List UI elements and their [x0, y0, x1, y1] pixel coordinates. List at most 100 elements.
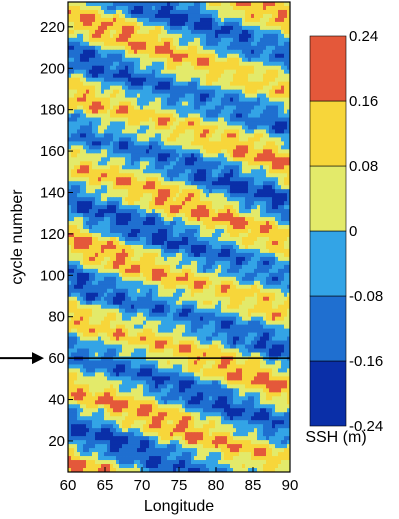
- heatmap-cell: [80, 25, 84, 31]
- heatmap-cell: [143, 217, 147, 222]
- heatmap-cell: [113, 165, 117, 170]
- heatmap-cell: [80, 17, 84, 23]
- heatmap-cell: [185, 125, 189, 130]
- heatmap-cell: [68, 117, 72, 122]
- heatmap-cell: [266, 77, 270, 83]
- heatmap-cell: [269, 161, 273, 166]
- heatmap-cell: [77, 5, 81, 11]
- heatmap-cell: [191, 244, 195, 250]
- heatmap-cell: [221, 53, 225, 59]
- heatmap-cell: [95, 9, 99, 15]
- heatmap-cell: [119, 29, 123, 35]
- heatmap-cell: [212, 244, 216, 250]
- heatmap-cell: [128, 25, 132, 31]
- heatmap-cell: [197, 77, 201, 83]
- heatmap-cell: [107, 229, 111, 234]
- heatmap-cell: [242, 89, 246, 95]
- heatmap-cell: [287, 244, 290, 250]
- heatmap-cell: [251, 165, 255, 170]
- heatmap-cell: [110, 145, 114, 150]
- heatmap-cell: [212, 260, 216, 266]
- heatmap-cell: [278, 65, 282, 71]
- heatmap-cell: [275, 248, 279, 254]
- heatmap-cell: [278, 125, 282, 130]
- heatmap-cell: [179, 225, 183, 230]
- heatmap-cell: [83, 21, 87, 27]
- heatmap-cell: [254, 141, 258, 146]
- heatmap-cell: [278, 113, 282, 118]
- heatmap-cell: [137, 41, 141, 47]
- heatmap-cell: [212, 121, 216, 126]
- heatmap-cell: [71, 137, 75, 142]
- heatmap-cell: [266, 256, 270, 262]
- heatmap-cell: [206, 209, 210, 214]
- heatmap-cell: [101, 137, 105, 142]
- heatmap-cell: [95, 240, 99, 246]
- heatmap-cell: [254, 73, 258, 79]
- heatmap-cell: [116, 2, 120, 7]
- heatmap-cell: [176, 137, 180, 142]
- heatmap-cell: [284, 137, 288, 142]
- heatmap-cell: [167, 61, 171, 67]
- heatmap-cell: [131, 221, 135, 226]
- heatmap-cell: [245, 61, 249, 67]
- heatmap-cell: [242, 149, 246, 154]
- heatmap-cell: [203, 9, 207, 15]
- heatmap-cell: [221, 81, 225, 87]
- heatmap-cell: [182, 268, 186, 274]
- heatmap-cell: [206, 93, 210, 98]
- heatmap-cell: [254, 197, 258, 202]
- heatmap-cell: [164, 145, 168, 150]
- heatmap-cell: [188, 197, 192, 202]
- heatmap-cell: [155, 109, 159, 114]
- heatmap-cell: [233, 49, 237, 55]
- heatmap-cell: [215, 237, 219, 242]
- heatmap-cell: [242, 205, 246, 210]
- heatmap-cell: [284, 33, 288, 39]
- heatmap-cell: [188, 5, 192, 11]
- heatmap-cell: [275, 157, 279, 162]
- heatmap-cell: [260, 260, 264, 266]
- heatmap-cell: [206, 89, 210, 95]
- heatmap-cell: [233, 177, 237, 182]
- heatmap-cell: [173, 173, 177, 178]
- heatmap-cell: [245, 252, 249, 258]
- heatmap-cell: [80, 29, 84, 35]
- heatmap-cell: [269, 129, 273, 134]
- heatmap-cell: [167, 37, 171, 43]
- heatmap-cell: [176, 209, 180, 214]
- heatmap-cell: [134, 201, 138, 206]
- heatmap-cell: [230, 252, 234, 258]
- heatmap-cell: [260, 53, 264, 59]
- heatmap-cell: [185, 137, 189, 142]
- heatmap-cell: [122, 185, 126, 190]
- heatmap-cell: [245, 37, 249, 43]
- heatmap-cell: [77, 61, 81, 67]
- heatmap-cell: [218, 37, 222, 43]
- heatmap-cell: [122, 217, 126, 222]
- heatmap-cell: [167, 97, 171, 102]
- heatmap-cell: [152, 161, 156, 166]
- heatmap-cell: [95, 177, 99, 182]
- heatmap-cell: [287, 229, 290, 234]
- heatmap-cell: [167, 25, 171, 31]
- heatmap-cell: [113, 17, 117, 23]
- heatmap-cell: [269, 165, 273, 170]
- heatmap-cell: [131, 45, 135, 51]
- heatmap-cell: [281, 65, 285, 71]
- heatmap-cell: [113, 125, 117, 130]
- heatmap-cell: [149, 205, 153, 210]
- heatmap-cell: [137, 2, 141, 7]
- heatmap-cell: [146, 209, 150, 214]
- heatmap-cell: [206, 29, 210, 35]
- heatmap-cell: [254, 205, 258, 210]
- heatmap-cell: [83, 221, 87, 226]
- heatmap-cell: [164, 37, 168, 43]
- heatmap-cell: [233, 17, 237, 23]
- heatmap-cell: [251, 181, 255, 186]
- heatmap-cell: [287, 252, 290, 258]
- heatmap-cell: [194, 229, 198, 234]
- heatmap-cell: [269, 41, 273, 47]
- heatmap-cell: [95, 213, 99, 218]
- heatmap-cell: [287, 141, 290, 146]
